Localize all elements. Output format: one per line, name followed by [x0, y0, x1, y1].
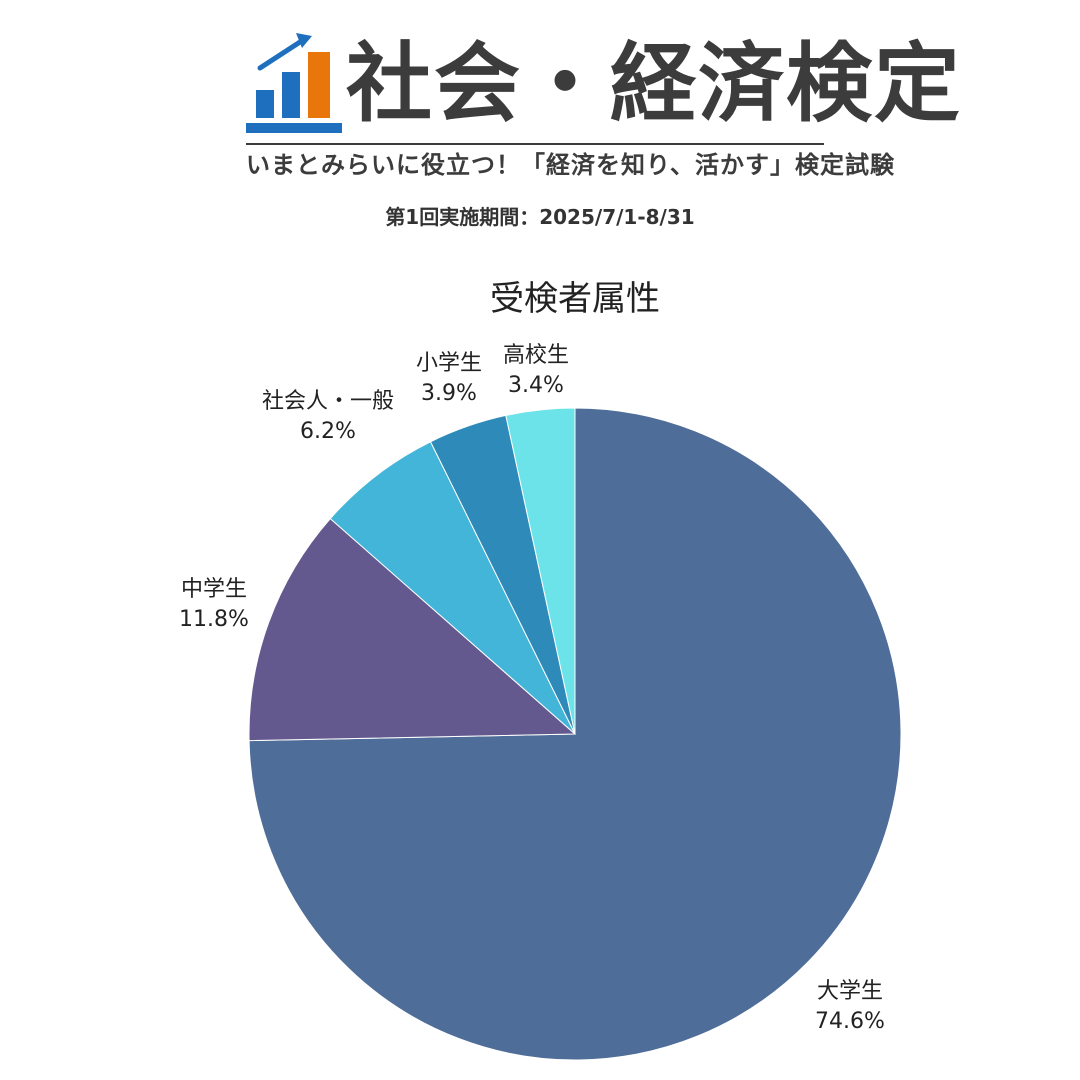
logo-bar-2	[282, 72, 300, 118]
logo-bar-3	[308, 52, 330, 118]
slice-label-name-3: 社会人・一般	[262, 389, 394, 414]
logo-arrow-head	[296, 33, 312, 48]
slice-label-value-4: 3.9%	[421, 381, 477, 406]
chart-title: 受検者属性	[490, 279, 660, 319]
logo-base	[246, 123, 342, 133]
header: 社会・経済検定 いまとみらいに役立つ！「経済を知り、活かす」検定試験 第1回実施…	[0, 0, 1080, 240]
pie-slice-3	[329, 441, 576, 735]
logo-arrow-shaft	[257, 39, 303, 71]
pie-slice-2	[248, 517, 577, 742]
pie-slice-5	[505, 407, 576, 735]
bar-chart-arrow-icon	[246, 33, 342, 133]
pie-slices	[248, 407, 902, 1061]
pie-labels: 大学生 74.6% 中学生 11.8% 社会人・一般 6.2% 小学生 3.9% 高校生 3.4%	[179, 343, 885, 1034]
slice-label-value-3: 6.2%	[300, 419, 356, 444]
slice-label-value-1: 74.6%	[815, 1009, 885, 1034]
logo-bar-1	[256, 90, 274, 118]
slice-label-value-5: 3.4%	[508, 373, 564, 398]
exam-period: 第1回実施期間：2025/7/1-8/31	[385, 205, 695, 229]
slice-label-value-2: 11.8%	[179, 607, 249, 632]
brand-divider	[246, 143, 824, 145]
slice-label-name-5: 高校生	[503, 343, 569, 368]
slice-label-name-1: 大学生	[817, 979, 883, 1004]
slice-label-name-2: 中学生	[181, 577, 247, 602]
tagline: いまとみらいに役立つ！「経済を知り、活かす」検定試験	[246, 151, 896, 179]
slice-label-name-4: 小学生	[416, 351, 482, 376]
